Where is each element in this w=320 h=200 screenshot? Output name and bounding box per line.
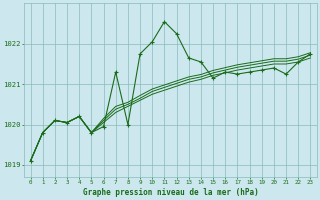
X-axis label: Graphe pression niveau de la mer (hPa): Graphe pression niveau de la mer (hPa) <box>83 188 258 197</box>
